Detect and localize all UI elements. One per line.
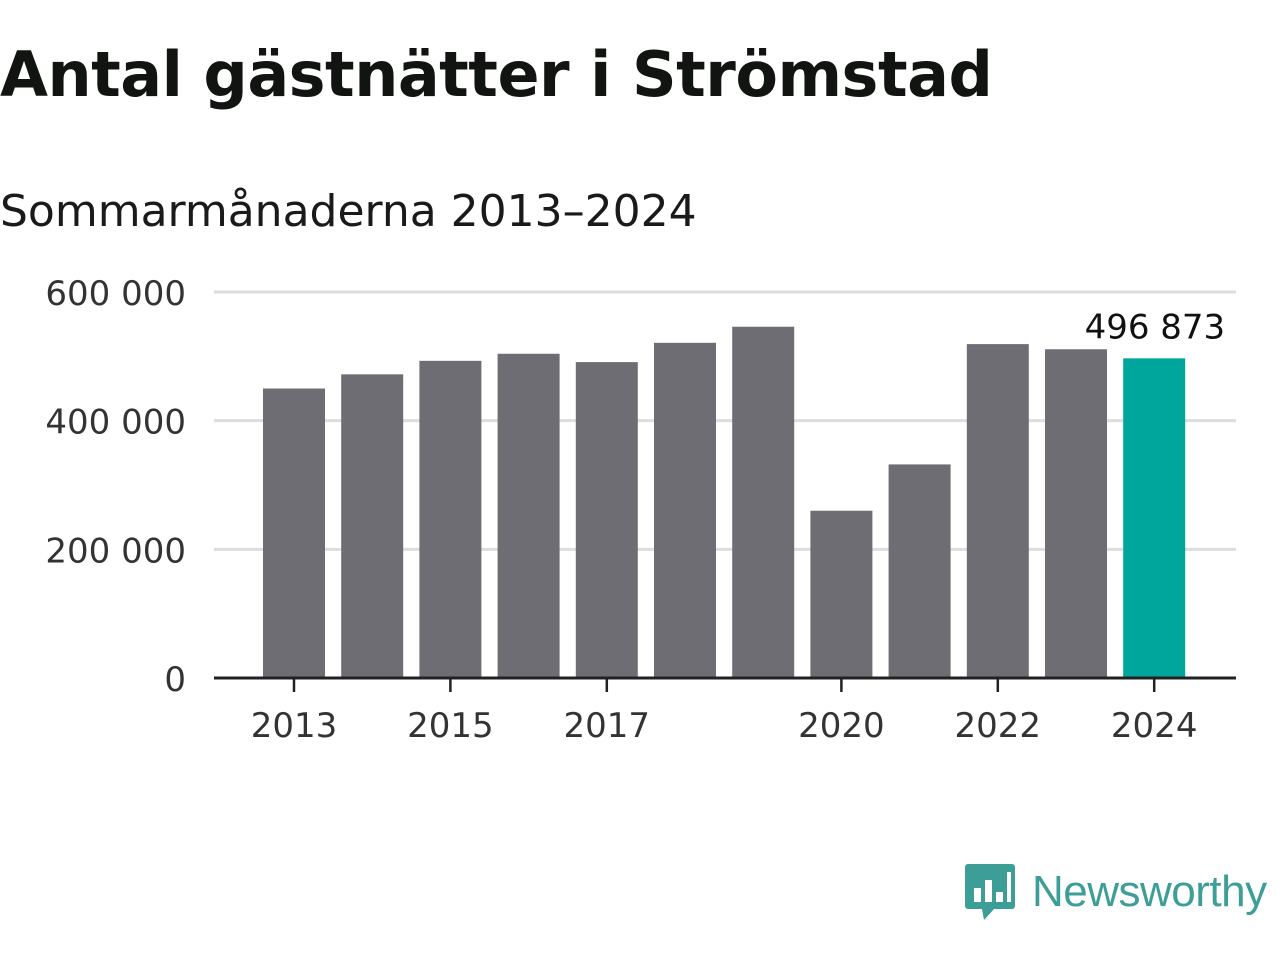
x-tick-label: 2013 (251, 706, 338, 746)
brand-logo: Newsworthy (964, 862, 1267, 922)
bar-2021 (888, 464, 951, 678)
bar-2017 (575, 362, 638, 678)
x-tick-label: 2024 (1111, 706, 1198, 746)
axes (214, 676, 1236, 692)
bar-2013 (263, 388, 325, 678)
data-label: 496 873 (1085, 307, 1226, 347)
bar-2024 (1123, 358, 1186, 678)
x-tick-label: 2022 (955, 706, 1042, 746)
bar-2015 (419, 360, 482, 678)
chart-title: Antal gästnätter i Strömstad (0, 38, 993, 111)
bar-2016 (497, 353, 560, 678)
bar-2014 (341, 374, 404, 678)
bar-2022 (966, 344, 1029, 678)
x-tick-label: 2020 (798, 706, 885, 746)
bar-2018 (654, 342, 716, 678)
y-tick-label: 0 (164, 660, 186, 700)
chart-subtitle: Sommarmånaderna 2013–2024 (0, 186, 697, 237)
bar-2020 (810, 510, 873, 678)
x-tick-label: 2017 (564, 706, 651, 746)
bar-2023 (1045, 349, 1107, 678)
y-tick-label: 400 000 (45, 403, 186, 443)
y-tick-label: 600 000 (45, 274, 186, 314)
brand-name: Newsworthy (1032, 867, 1267, 916)
x-tick-label: 2015 (407, 706, 494, 746)
bar-2019 (732, 326, 795, 678)
y-tick-label: 200 000 (45, 531, 186, 571)
bar-chart-speech-bubble-icon (965, 864, 1015, 920)
bars (263, 326, 1186, 678)
labels: 0 200 000 400 000 600 000 2013 2015 2017 2020 20… (45, 274, 1225, 746)
